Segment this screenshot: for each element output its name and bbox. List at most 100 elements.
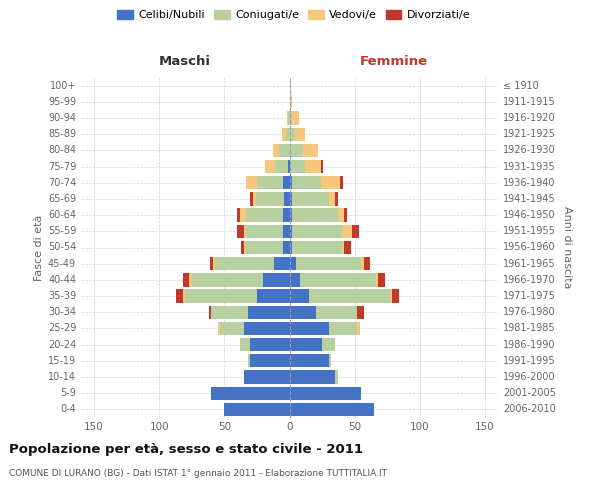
Bar — [290, 403, 374, 416]
Bar — [340, 176, 343, 190]
Bar — [257, 290, 290, 302]
Bar — [275, 160, 288, 173]
Bar — [176, 290, 182, 302]
Bar — [211, 386, 290, 400]
Bar — [290, 306, 316, 319]
Bar — [290, 112, 292, 124]
Bar — [290, 322, 329, 335]
Bar — [341, 224, 352, 238]
Bar — [189, 273, 192, 286]
Bar — [283, 176, 290, 190]
Bar — [376, 273, 378, 286]
Bar — [240, 338, 250, 351]
Legend: Celibi/Nubili, Coniugati/e, Vedovi/e, Divorziati/e: Celibi/Nubili, Coniugati/e, Vedovi/e, Di… — [113, 6, 475, 25]
Bar — [290, 338, 322, 351]
Bar — [341, 241, 344, 254]
Bar — [290, 241, 292, 254]
Bar — [290, 160, 305, 173]
Bar — [256, 192, 284, 205]
Bar — [364, 257, 370, 270]
Bar — [244, 322, 290, 335]
Bar — [290, 354, 329, 368]
Bar — [215, 257, 274, 270]
Bar — [238, 224, 244, 238]
Bar — [283, 208, 290, 222]
Bar — [290, 95, 292, 108]
Bar — [295, 128, 305, 141]
Text: Femmine: Femmine — [359, 55, 428, 68]
Bar — [287, 112, 288, 124]
Bar — [263, 273, 290, 286]
Bar — [292, 224, 341, 238]
Bar — [240, 208, 247, 222]
Bar — [288, 112, 290, 124]
Bar — [300, 273, 376, 286]
Bar — [284, 192, 290, 205]
Bar — [390, 290, 392, 302]
Bar — [283, 241, 290, 254]
Bar — [210, 257, 212, 270]
Bar — [292, 192, 329, 205]
Bar — [250, 354, 290, 368]
Bar — [244, 224, 247, 238]
Bar — [247, 208, 283, 222]
Bar — [344, 241, 351, 254]
Bar — [357, 322, 360, 335]
Text: COMUNE DI LURANO (BG) - Dati ISTAT 1° gennaio 2011 - Elaborazione TUTTITALIA.IT: COMUNE DI LURANO (BG) - Dati ISTAT 1° ge… — [9, 468, 387, 477]
Bar — [292, 208, 338, 222]
Text: Maschi: Maschi — [159, 55, 211, 68]
Bar — [296, 257, 361, 270]
Bar — [224, 403, 290, 416]
Bar — [361, 257, 364, 270]
Bar — [185, 290, 257, 302]
Bar — [290, 290, 309, 302]
Bar — [290, 208, 292, 222]
Bar — [329, 192, 335, 205]
Bar — [321, 160, 323, 173]
Bar — [220, 322, 244, 335]
Bar — [309, 290, 390, 302]
Bar — [274, 257, 290, 270]
Bar — [316, 306, 357, 319]
Bar — [302, 144, 318, 157]
Text: Popolazione per età, sesso e stato civile - 2011: Popolazione per età, sesso e stato civil… — [9, 442, 363, 456]
Bar — [322, 338, 335, 351]
Bar — [182, 273, 189, 286]
Bar — [392, 290, 399, 302]
Bar — [241, 241, 244, 254]
Bar — [238, 208, 240, 222]
Bar — [290, 176, 292, 190]
Bar — [305, 160, 321, 173]
Bar — [290, 370, 335, 384]
Bar — [248, 306, 290, 319]
Bar — [378, 273, 385, 286]
Bar — [288, 160, 290, 173]
Bar — [257, 176, 283, 190]
Bar — [338, 208, 344, 222]
Bar — [352, 224, 359, 238]
Bar — [290, 386, 361, 400]
Bar — [290, 79, 291, 92]
Bar — [247, 224, 283, 238]
Bar — [244, 370, 290, 384]
Bar — [253, 192, 256, 205]
Bar — [335, 370, 338, 384]
Bar — [272, 144, 279, 157]
Bar — [250, 192, 253, 205]
Bar — [344, 208, 347, 222]
Bar — [182, 290, 185, 302]
Bar — [329, 322, 357, 335]
Bar — [286, 128, 290, 141]
Bar — [211, 306, 248, 319]
Bar — [218, 322, 220, 335]
Bar — [292, 176, 321, 190]
Bar — [321, 176, 340, 190]
Bar — [290, 257, 296, 270]
Bar — [192, 273, 263, 286]
Bar — [248, 354, 250, 368]
Bar — [250, 338, 290, 351]
Y-axis label: Anni di nascita: Anni di nascita — [562, 206, 572, 288]
Bar — [209, 306, 211, 319]
Bar — [290, 273, 300, 286]
Bar — [290, 224, 292, 238]
